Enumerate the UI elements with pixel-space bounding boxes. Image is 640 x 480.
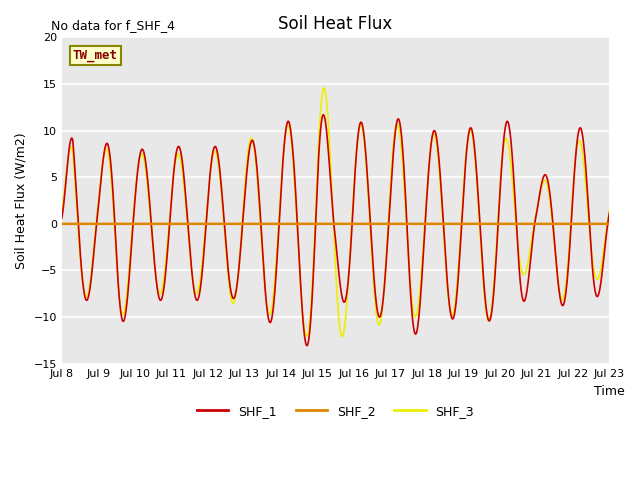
Legend: SHF_1, SHF_2, SHF_3: SHF_1, SHF_2, SHF_3 bbox=[192, 400, 479, 423]
X-axis label: Time: Time bbox=[594, 385, 625, 398]
Text: No data for f_SHF_4: No data for f_SHF_4 bbox=[51, 19, 175, 32]
Text: TW_met: TW_met bbox=[73, 49, 118, 62]
Y-axis label: Soil Heat Flux (W/m2): Soil Heat Flux (W/m2) bbox=[15, 132, 28, 269]
Title: Soil Heat Flux: Soil Heat Flux bbox=[278, 15, 393, 33]
